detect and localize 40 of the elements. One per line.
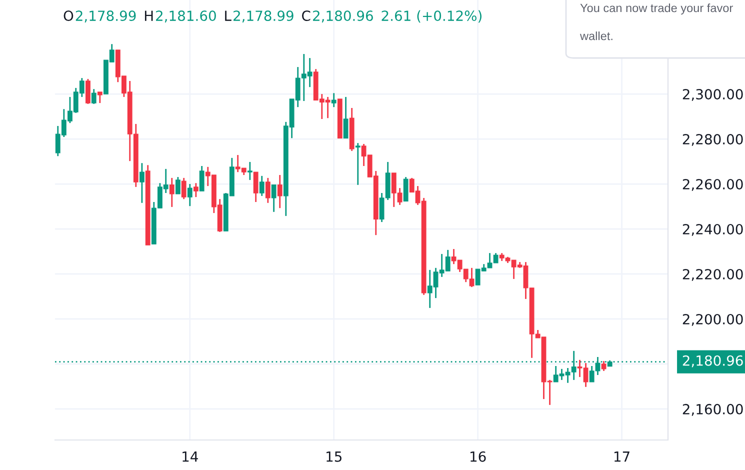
- y-tick-label: 2,300.00: [682, 88, 743, 101]
- candlestick: [193, 182, 198, 198]
- y-tick-label: 2,160.00: [682, 404, 743, 416]
- annotation: wallet.: [580, 32, 612, 40]
- candlestick: [265, 177, 270, 204]
- y-tick-label: 2,200.00: [682, 314, 743, 326]
- annotation: C2,180.96: [302, 10, 373, 22]
- candlestick: [271, 184, 276, 213]
- candlestick: [403, 176, 408, 202]
- candlestick: [277, 174, 282, 209]
- x-tick-label: 17: [614, 452, 630, 462]
- candlestick: [259, 175, 264, 197]
- candlestick: [253, 171, 258, 203]
- x-tick-label: 14: [182, 452, 198, 462]
- candlestick: [169, 177, 174, 208]
- annotation: H2,181.60: [144, 10, 216, 22]
- y-tick-label: 2,260.00: [682, 178, 743, 191]
- candlestick: [86, 78, 90, 105]
- candlestick: [199, 165, 204, 192]
- x-tick-label: 16: [470, 451, 486, 462]
- x-tick-label: 15: [326, 452, 342, 462]
- candlestick: [187, 183, 192, 207]
- y-tick-label: 2,240.00: [682, 224, 743, 236]
- candlestick: [247, 161, 252, 181]
- candlestick: [139, 162, 144, 204]
- y-tick-label: 2,220.00: [682, 268, 743, 281]
- candlestick: [331, 92, 336, 108]
- candlestick: [175, 176, 180, 195]
- candlestick: [355, 142, 360, 186]
- candlestick: [181, 177, 186, 200]
- candlestick: [91, 88, 96, 105]
- y-tick-label: 2,280.00: [682, 134, 743, 146]
- ref-line-label: 2,180.96: [682, 355, 743, 368]
- annotation: You can now trade your favor: [580, 4, 733, 15]
- annotation: O2,178.99: [64, 10, 136, 22]
- candlestick: [343, 96, 348, 139]
- candlestick: [601, 360, 606, 372]
- annotation: L2,178.99: [225, 10, 294, 22]
- annotation: 2.61 (+0.12%): [382, 10, 482, 23]
- candlestick: [97, 91, 102, 104]
